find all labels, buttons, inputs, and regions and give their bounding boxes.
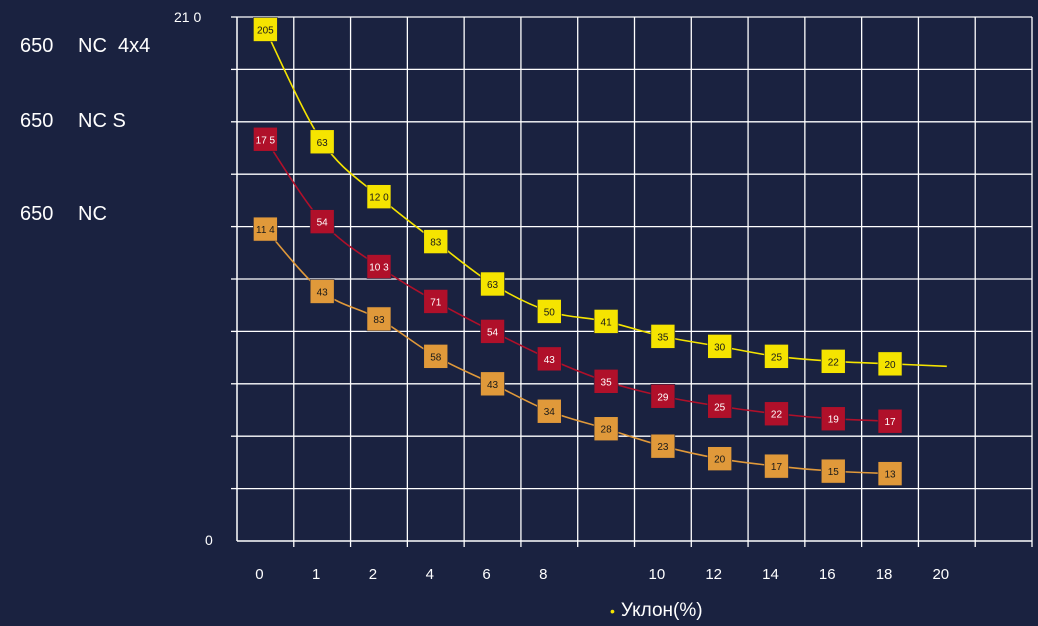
data-label: 58 — [430, 352, 442, 363]
y-axis-bottom-label: 0 — [205, 532, 213, 548]
data-point-marker — [820, 406, 846, 432]
x-tick-label: 0 — [255, 566, 263, 583]
data-point-marker — [877, 408, 903, 434]
data-point-marker — [650, 324, 676, 349]
data-point-marker — [707, 334, 732, 359]
data-label: 83 — [430, 238, 442, 249]
data-label: 23 — [657, 442, 669, 453]
data-point-marker — [820, 349, 846, 374]
data-label: 34 — [544, 407, 556, 418]
data-label: 63 — [317, 138, 329, 149]
data-point-marker — [593, 369, 619, 394]
data-point-marker — [309, 279, 335, 304]
x-tick-label: 10 — [649, 566, 666, 583]
legend-item-nc-4x4: 650 NC 4x4 — [20, 35, 150, 58]
data-label: 29 — [657, 392, 669, 403]
x-axis-title: • Уклон(%) — [610, 600, 703, 622]
bullet-icon: • — [610, 602, 615, 619]
data-label: 15 — [828, 467, 840, 478]
data-label: 20 — [714, 455, 726, 466]
x-tick-label: 8 — [539, 566, 547, 583]
y-axis-top-label: 21 0 — [174, 9, 202, 25]
data-point-marker — [366, 306, 392, 332]
data-point-marker — [537, 299, 562, 324]
data-label: 10 3 — [369, 263, 389, 274]
legend-item-nc: 650 NC — [20, 203, 107, 226]
data-point-marker — [537, 398, 562, 424]
data-label: 205 — [257, 25, 274, 36]
data-label: 71 — [430, 297, 442, 308]
legend-variant-label: NC — [78, 203, 107, 225]
data-label: 20 — [884, 360, 896, 371]
data-point-marker — [593, 309, 619, 334]
data-label: 22 — [771, 410, 783, 421]
data-label: 13 — [884, 470, 896, 481]
data-label: 19 — [828, 415, 840, 426]
data-label: 17 5 — [256, 135, 276, 146]
data-point-marker — [480, 371, 505, 397]
x-tick-label: 14 — [762, 566, 779, 583]
x-axis-title-text: Уклон(%) — [620, 600, 703, 621]
legend-variant-label: NC S — [78, 110, 126, 132]
data-point-marker — [253, 216, 278, 242]
data-label: 35 — [657, 332, 669, 343]
data-point-marker — [707, 393, 732, 419]
data-point-marker — [707, 446, 732, 471]
data-label: 30 — [714, 342, 726, 353]
data-point-marker — [877, 351, 903, 377]
data-label: 28 — [601, 425, 613, 436]
data-point-marker — [764, 344, 789, 369]
data-point-marker — [650, 383, 676, 409]
data-label: 25 — [771, 352, 783, 363]
x-tick-label: 18 — [876, 566, 893, 583]
data-label: 63 — [487, 280, 499, 291]
legend-variant-label: NC 4x4 — [78, 35, 151, 57]
x-tick-label: 1 — [312, 566, 320, 583]
x-tick-label: 2 — [369, 566, 377, 583]
data-label: 25 — [714, 402, 726, 413]
data-label: 43 — [544, 355, 556, 366]
data-label: 35 — [601, 377, 613, 388]
x-tick-label: 20 — [932, 566, 949, 583]
data-point-marker — [820, 458, 846, 484]
legend-item-nc-s: 650 NC S — [20, 110, 126, 133]
data-label: 11 4 — [256, 225, 275, 236]
data-point-marker — [537, 346, 562, 372]
data-point-marker — [877, 461, 903, 486]
data-point-marker — [366, 254, 392, 279]
legend-model-label: 650 — [20, 110, 54, 132]
data-label: 22 — [828, 357, 840, 368]
data-point-marker — [764, 401, 789, 427]
legend-model-label: 650 — [20, 35, 54, 57]
data-point-marker — [309, 129, 335, 155]
data-label: 41 — [601, 317, 613, 328]
data-point-marker — [480, 271, 505, 297]
x-tick-label: 16 — [819, 566, 836, 583]
data-point-marker — [423, 229, 449, 254]
x-tick-label: 12 — [705, 566, 722, 583]
data-point-marker — [253, 17, 278, 42]
data-point-marker — [764, 453, 789, 479]
data-label: 43 — [487, 380, 499, 391]
data-label: 50 — [544, 307, 556, 318]
data-point-marker — [309, 209, 335, 234]
data-label: 83 — [373, 315, 385, 326]
data-label: 54 — [317, 218, 329, 229]
data-point-marker — [480, 319, 505, 344]
data-label: 12 0 — [369, 193, 389, 204]
x-tick-label: 6 — [482, 566, 490, 583]
data-point-marker — [366, 184, 392, 209]
data-label: 17 — [884, 417, 896, 428]
data-label: 43 — [317, 287, 329, 298]
x-tick-label: 4 — [426, 566, 434, 583]
data-label: 54 — [487, 327, 499, 338]
data-point-marker — [253, 126, 278, 152]
data-point-marker — [593, 416, 619, 442]
data-label: 17 — [771, 462, 783, 473]
data-point-marker — [423, 344, 449, 369]
data-point-marker — [423, 289, 449, 314]
legend-model-label: 650 — [20, 203, 54, 225]
data-point-marker — [650, 433, 676, 459]
